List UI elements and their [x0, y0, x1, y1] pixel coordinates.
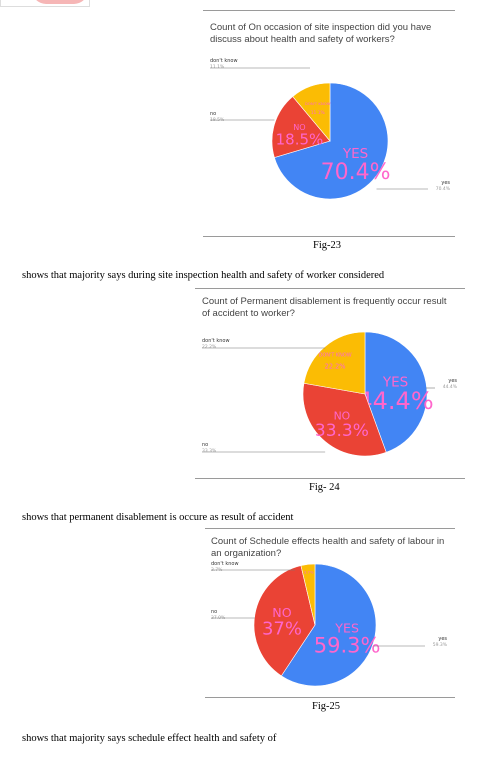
- chart1-title: Count of On occasion of site inspection …: [210, 22, 432, 45]
- chart3-slice-dont_know: [300, 563, 316, 626]
- chart1-slice-no: [271, 96, 331, 158]
- chart1-legend-no: no: [210, 111, 216, 117]
- chart3-caption: Fig-25: [312, 701, 341, 712]
- chart3-legend-yes: yes: [438, 636, 447, 642]
- chart3-description: shows that majority says schedule effect…: [22, 733, 277, 744]
- chart3-title: Count of Schedule effects health and saf…: [211, 536, 445, 559]
- chart1-legend-yes: yes: [441, 180, 450, 186]
- chart2-label-yes: YES: [382, 375, 408, 391]
- chart2-description: shows that permanent disablement is occu…: [22, 512, 294, 523]
- chart2-bottom-rule: [195, 478, 465, 479]
- chart2-legend-pct-no: 33.3%: [202, 448, 217, 454]
- chart1-legend-dont_know: don't know: [210, 58, 238, 64]
- chart2-legend-dont_know: don't know: [202, 338, 230, 344]
- chart3-label-no: NO: [272, 605, 291, 620]
- chart1-pct-dont_know: 11.1%: [311, 110, 325, 116]
- chart3-pct-no: 37%: [262, 618, 302, 639]
- chart3-slice-yes: [280, 563, 377, 687]
- chart3-legend-no: no: [211, 609, 217, 615]
- chart1-slice-dont_know: [292, 82, 331, 142]
- chart2-legend-yes: yes: [448, 378, 457, 384]
- chart1-legend-pct-yes: 70.4%: [436, 186, 451, 192]
- chart2-legend-pct-yes: 44.4%: [443, 384, 458, 390]
- chart2-label-no: NO: [334, 410, 351, 423]
- chart1-slice-yes: [274, 82, 389, 200]
- chart2-caption: Fig- 24: [309, 482, 340, 493]
- fragment-pie-edge: [32, 0, 88, 4]
- chart1-pct-no: 18.5%: [276, 131, 324, 149]
- chart3-legend-pct-yes: 59.3%: [433, 642, 448, 648]
- chart1-label-yes: YES: [342, 146, 368, 162]
- chart1-bottom-rule: [203, 236, 455, 237]
- chart3-slice-no: [253, 565, 316, 677]
- chart3-pct-dont_know: 3.7%: [304, 569, 314, 574]
- chart1-pct-yes: 70.4%: [321, 160, 391, 185]
- chart2-label-dont_know: DON'T KNOW: [319, 352, 352, 358]
- chart3-top-rule: [205, 528, 455, 529]
- chart3-pct-yes: 59.3%: [314, 634, 381, 658]
- chart2-slice-no: [302, 382, 387, 457]
- chart1-legend-pct-dont_know: 11.1%: [210, 64, 225, 70]
- chart1-top-rule: [203, 10, 455, 11]
- chart1-description: shows that majority says during site ins…: [22, 270, 385, 281]
- chart1-caption: Fig-23: [313, 240, 342, 251]
- chart2-legend-pct-dont_know: 22.2%: [202, 344, 217, 350]
- chart3-legend-dont_know: don't know: [211, 561, 239, 567]
- chart2-legend-no: no: [202, 442, 208, 448]
- chart2-title: Count of Permanent disablement is freque…: [202, 296, 447, 319]
- chart2-slice-yes: [364, 331, 428, 453]
- chart1-label-no: NO: [293, 122, 305, 132]
- chart3-bottom-rule: [205, 697, 455, 698]
- fragment-frame: [0, 0, 90, 7]
- chart2-pct-dont_know: 22.2%: [325, 363, 346, 371]
- chart1-label-dont_know: DON'T KNOW: [305, 101, 331, 106]
- chart2-pct-no: 33.3%: [315, 421, 369, 441]
- chart2-top-rule: [195, 288, 465, 289]
- chart2-slice-dont_know: [303, 331, 366, 395]
- chart3-label-yes: YES: [334, 621, 359, 636]
